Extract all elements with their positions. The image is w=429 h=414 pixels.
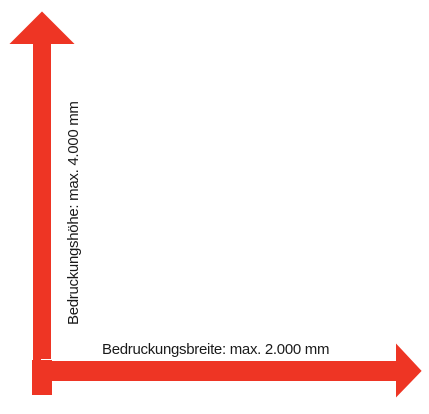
corner-joint	[32, 360, 52, 395]
print-width-label: Bedruckungsbreite: max. 2.000 mm	[102, 341, 330, 358]
print-height-label: Bedruckungshöhe: max. 4.000 mm	[65, 101, 82, 325]
